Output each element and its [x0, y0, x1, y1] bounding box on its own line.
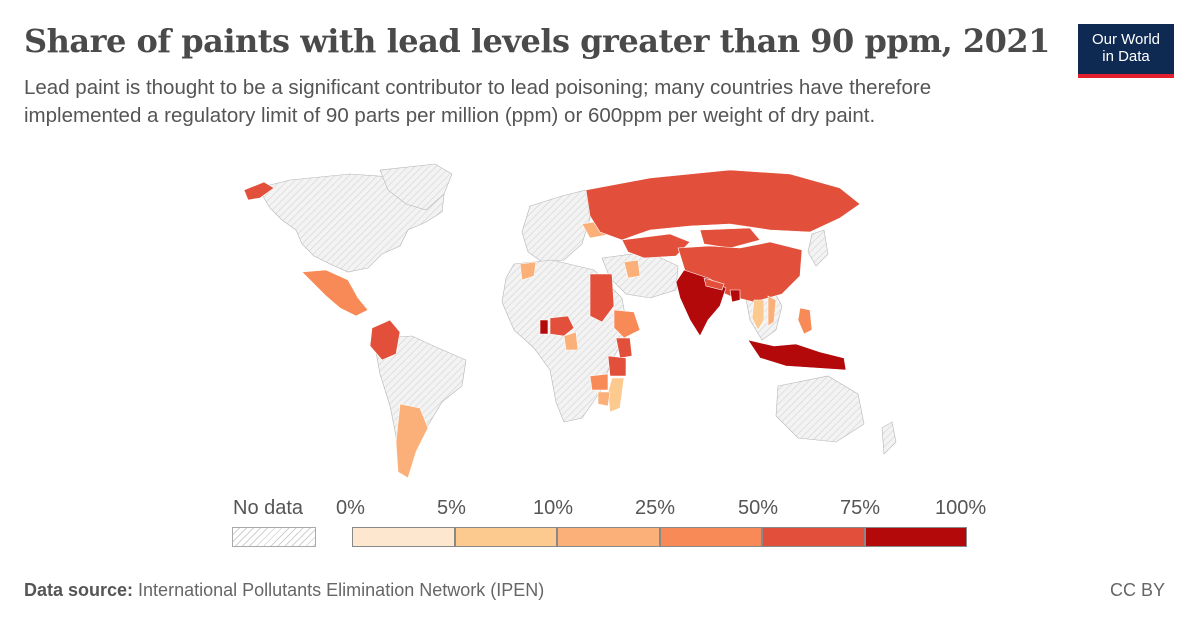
world-map[interactable] [230, 160, 910, 490]
country-kazakhstan[interactable] [621, 233, 691, 259]
country-iraq[interactable] [623, 259, 641, 279]
country-zimbabwe[interactable] [597, 391, 611, 407]
legend-bin[interactable] [352, 527, 455, 547]
country-mexico[interactable] [301, 269, 369, 317]
legend-tick-label: 0% [336, 497, 365, 519]
country-mozambique[interactable] [607, 377, 625, 413]
data-source-label: Data source: [24, 580, 134, 600]
country-philippines[interactable] [797, 307, 813, 335]
country-alaska[interactable] [243, 181, 275, 201]
legend-bin[interactable] [455, 527, 557, 547]
country-indonesia[interactable] [747, 339, 847, 371]
chart-title: Share of paints with lead levels greater… [24, 22, 1050, 60]
country-zambia[interactable] [589, 373, 609, 391]
legend-tick-label: 75% [840, 497, 881, 519]
legend-bin[interactable] [660, 527, 762, 547]
country-nigeria[interactable] [549, 315, 575, 337]
country-nepal[interactable] [703, 277, 725, 291]
legend-bin[interactable] [865, 527, 967, 547]
country-colombia[interactable] [369, 319, 401, 361]
legend-bin[interactable] [762, 527, 865, 547]
chart-subtitle: Lead paint is thought to be a significan… [24, 76, 932, 127]
country-morocco[interactable] [519, 261, 537, 281]
legend-tick-label: 10% [533, 497, 574, 519]
country-sudan[interactable] [589, 273, 615, 323]
country-tanzania[interactable] [607, 355, 627, 377]
legend-tick-label: 25% [635, 497, 676, 519]
country-australia[interactable] [775, 375, 865, 443]
country-ghana[interactable] [539, 319, 549, 335]
data-source: Data source: International Pollutants El… [24, 580, 544, 601]
country-argentina[interactable] [395, 403, 429, 479]
logo-line-2: in Data [1102, 48, 1150, 65]
country-cameroon[interactable] [563, 331, 579, 351]
country-kenya[interactable] [615, 337, 633, 359]
legend-no-data-label: No data [233, 497, 304, 519]
country-new-zealand[interactable] [881, 421, 897, 455]
legend-no-data-swatch[interactable] [232, 527, 316, 547]
logo-line-1: Our World [1091, 31, 1161, 48]
country-thailand[interactable] [751, 299, 765, 331]
country-europe[interactable] [521, 189, 591, 263]
legend-tick-label: 50% [738, 497, 779, 519]
country-japan[interactable] [807, 229, 829, 267]
country-greenland[interactable] [379, 163, 453, 211]
legend-tick-label: 100% [935, 497, 987, 519]
license[interactable]: CC BY [1110, 580, 1166, 600]
owid-logo[interactable]: Our World in Data [1078, 24, 1174, 78]
legend-bin[interactable] [557, 527, 660, 547]
legend-tick-label: 5% [437, 497, 466, 519]
country-bangladesh[interactable] [729, 289, 741, 303]
country-mongolia[interactable] [699, 227, 761, 249]
country-russia[interactable] [585, 169, 861, 241]
country-vietnam[interactable] [767, 295, 777, 327]
data-source-text[interactable]: International Pollutants Elimination Net… [133, 580, 545, 600]
country-ethiopia[interactable] [613, 309, 641, 339]
